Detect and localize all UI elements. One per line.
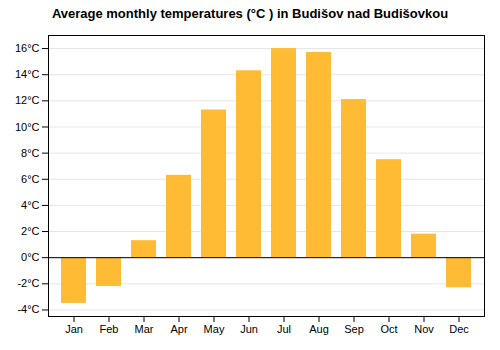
svg-text:-2°C: -2°C [17,277,39,289]
svg-text:4°C: 4°C [21,199,40,211]
svg-text:Jan: Jan [65,323,83,335]
html-text:Average monthly temperatures (: Average monthly temperatures (°C ) in Bu… [51,6,449,21]
svg-text:Apr: Apr [170,323,187,335]
svg-text:Jul: Jul [277,323,291,335]
svg-text:14°C: 14°C [15,68,40,80]
svg-text:-4°C: -4°C [17,303,39,315]
svg-text:2°C: 2°C [21,225,40,237]
svg-text:Dec: Dec [449,323,469,335]
svg-text:16°C: 16°C [15,42,40,54]
svg-text:Aug: Aug [309,323,329,335]
svg-text:Jun: Jun [240,323,258,335]
svg-text:Oct: Oct [380,323,397,335]
svg-text:8°C: 8°C [21,147,40,159]
svg-text:May: May [204,323,225,335]
svg-text:6°C: 6°C [21,173,40,185]
svg-text:0°C: 0°C [21,251,40,263]
svg-text:10°C: 10°C [15,121,40,133]
svg-text:Mar: Mar [135,323,154,335]
svg-text:Sep: Sep [344,323,364,335]
svg-text:Nov: Nov [414,323,434,335]
svg-text:Feb: Feb [100,323,119,335]
svg-text:12°C: 12°C [15,94,40,106]
